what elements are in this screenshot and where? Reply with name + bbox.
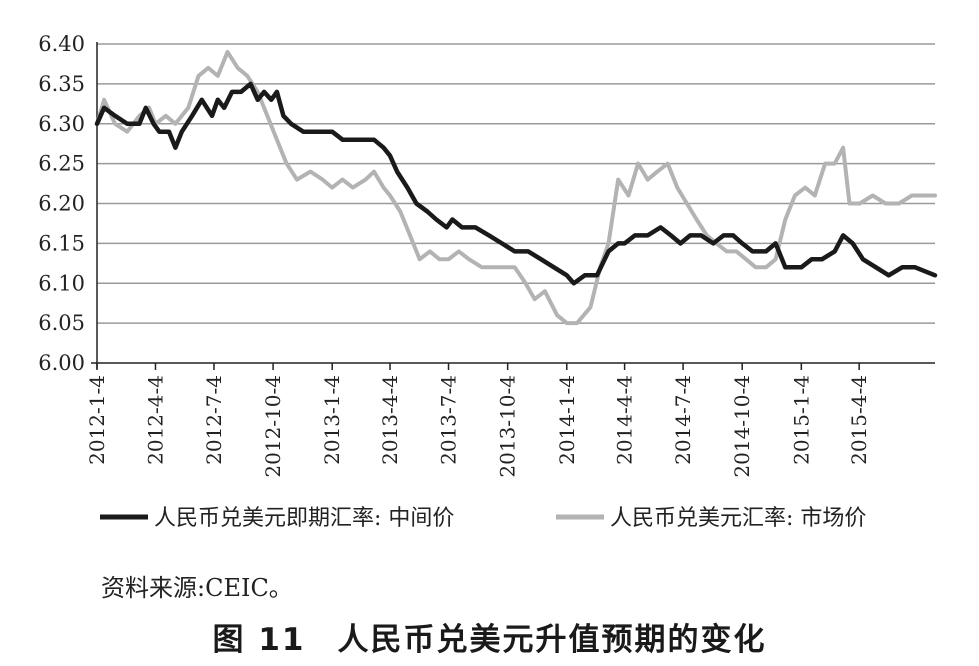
exchange-rate-chart: 6.00 6.05 6.10 6.15 6.20 6.25 6.30 6.35 6.40 201… xyxy=(38,32,938,531)
x-tick-label: 2014-1-4 xyxy=(555,375,579,465)
x-tick-label: 2013-1-4 xyxy=(320,375,344,465)
x-tick-label: 2014-10-4 xyxy=(730,375,754,478)
y-axis: 6.00 6.05 6.10 6.15 6.20 6.25 6.30 6.35 6.40 xyxy=(38,32,98,375)
legend-item-market-rate: 人民币兑美元汇率: 市场价 xyxy=(610,506,866,531)
y-tick-label: 6.00 xyxy=(38,351,85,375)
series-mid-rate-line xyxy=(94,81,938,286)
x-tick-label: 2015-1-4 xyxy=(789,375,813,465)
legend-item-mid-rate: 人民币兑美元即期汇率: 中间价 xyxy=(154,506,454,531)
x-tick-label: 2012-7-4 xyxy=(202,375,226,465)
y-tick-label: 6.25 xyxy=(38,152,85,176)
x-tick-label: 2012-10-4 xyxy=(261,375,285,478)
source-note: 资料来源:CEIC。 xyxy=(101,574,293,602)
figure-caption: 图 11 人民币兑美元升值预期的变化 xyxy=(0,614,979,659)
y-tick-label: 6.05 xyxy=(38,311,85,335)
x-tick-label: 2013-7-4 xyxy=(437,375,461,465)
y-tick-label: 6.35 xyxy=(38,72,85,96)
y-tick-label: 6.40 xyxy=(38,32,85,56)
y-tick-label: 6.20 xyxy=(38,192,85,216)
x-axis: 2012-1-4 2012-4-4 2012-7-4 2012-10-4 2013-1-… xyxy=(85,362,935,478)
y-tick-label: 6.30 xyxy=(38,112,85,136)
figure-label: 图 11 xyxy=(212,622,306,658)
y-tick-label: 6.10 xyxy=(38,271,85,295)
x-tick-label: 2013-4-4 xyxy=(378,375,402,465)
series-market-rate-line xyxy=(95,50,937,326)
grid xyxy=(97,43,935,324)
x-tick-label: 2014-7-4 xyxy=(671,375,695,465)
x-tick-label: 2012-1-4 xyxy=(85,375,109,465)
x-tick-label: 2015-4-4 xyxy=(847,375,871,465)
x-tick-label: 2013-10-4 xyxy=(496,375,520,478)
x-tick-label: 2014-4-4 xyxy=(613,375,637,465)
y-tick-label: 6.15 xyxy=(38,231,85,255)
figure-title: 人民币兑美元升值预期的变化 xyxy=(337,622,767,658)
legend: 人民币兑美元即期汇率: 中间价 人民币兑美元汇率: 市场价 xyxy=(100,506,866,531)
series-group xyxy=(94,50,938,326)
x-tick-label: 2012-4-4 xyxy=(143,375,167,465)
